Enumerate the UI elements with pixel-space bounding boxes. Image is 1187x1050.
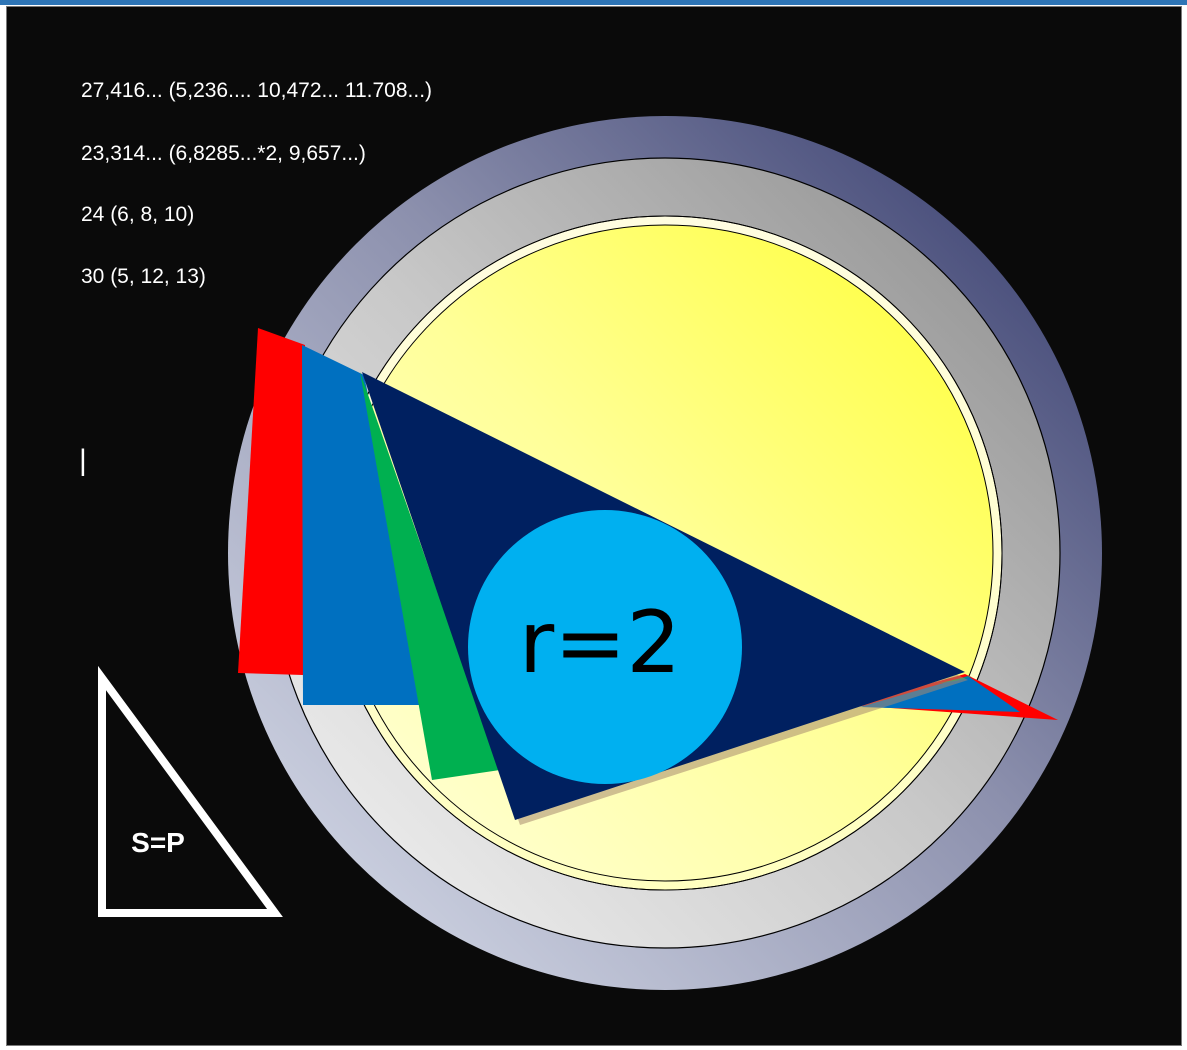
text-line-3: 24 (6, 8, 10) xyxy=(81,203,194,226)
text-line-1: 27,416... (5,236.... 10,472... 11.708...… xyxy=(81,79,432,102)
red-triangle-vertical-leg xyxy=(238,328,305,675)
legend-right-triangle xyxy=(98,665,283,917)
text-line-4: 30 (5, 12, 13) xyxy=(81,265,206,288)
text-cursor: | xyxy=(79,444,87,477)
top-accent-line xyxy=(0,0,1187,5)
blue-triangle xyxy=(302,345,430,705)
incircle xyxy=(468,510,742,784)
green-triangle xyxy=(360,372,500,780)
blue-triangle-tip xyxy=(860,676,1020,712)
legend-triangle-label: S=P xyxy=(131,827,185,858)
incircle-label: r=2 xyxy=(519,593,681,693)
text-line-2: 23,314... (6,8285...*2, 9,657...) xyxy=(81,142,366,165)
